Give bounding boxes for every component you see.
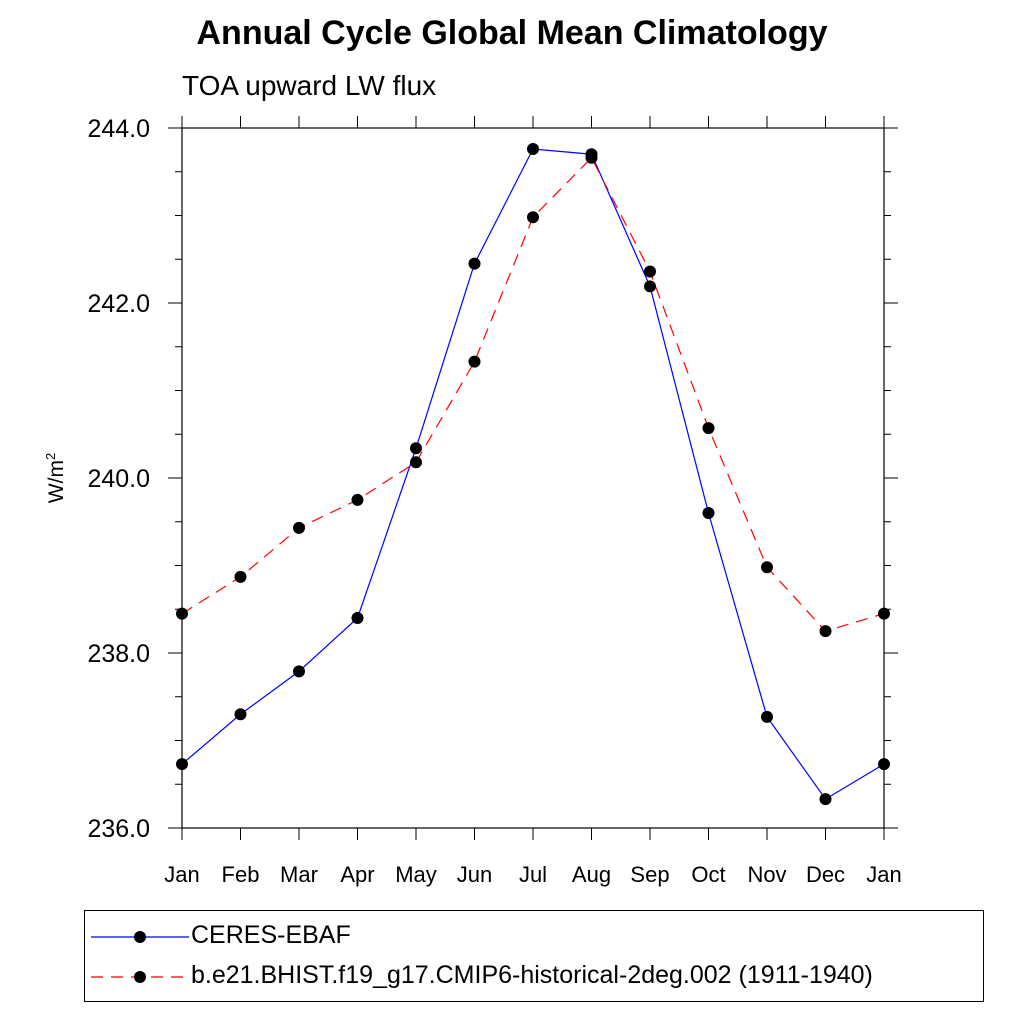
y-tick-label: 236.0	[87, 815, 150, 843]
x-tick-labels: Jan Feb Mar Apr May Jun Jul Aug Sep Oct Nov Dec Jan	[164, 862, 901, 887]
series-line-2	[181, 156, 885, 632]
data-point-series-2	[702, 422, 715, 435]
x-tick-label: Feb	[222, 862, 260, 887]
data-point-series-2	[761, 561, 773, 574]
legend-item-series-2: b.e21.BHIST.f19_g17.CMIP6-historical-2de…	[85, 957, 983, 997]
chart-title: Annual Cycle Global Mean Climatology	[196, 14, 828, 52]
y-tick-labels: 236.0 238.0 240.0 242.0 244.0	[87, 115, 150, 843]
x-tick-label: Aug	[572, 862, 611, 887]
series-lines	[181, 148, 885, 800]
x-tick-label: Jan	[164, 862, 199, 887]
data-point-series-1	[176, 758, 188, 771]
data-point-series-2	[644, 265, 656, 278]
data-point-series-2	[527, 211, 539, 224]
data-point-series-1	[527, 143, 539, 155]
axis-ticks	[168, 116, 898, 840]
x-tick-label: Jan	[866, 862, 901, 887]
data-point-series-2	[585, 151, 598, 164]
x-tick-label: Nov	[747, 862, 786, 887]
legend-swatch-series-2	[91, 971, 189, 983]
data-point-series-1	[819, 793, 832, 806]
data-point-series-1	[234, 708, 247, 721]
y-tick-label: 242.0	[87, 290, 150, 318]
data-point-series-1	[410, 442, 422, 455]
x-tick-label: Jun	[457, 862, 492, 887]
data-point-series-1	[468, 257, 481, 270]
x-tick-label: Jul	[519, 862, 547, 887]
x-tick-label: Oct	[691, 862, 725, 887]
legend: CERES-EBAF b.e21.BHIST.f19_g17.CMIP6-his…	[84, 910, 984, 1002]
data-point-series-1	[351, 612, 364, 624]
data-point-series-1	[878, 758, 890, 771]
data-point-series-1	[644, 280, 656, 293]
data-point-series-2	[819, 625, 832, 638]
x-tick-label: Dec	[806, 862, 845, 887]
data-point-series-1	[761, 710, 773, 723]
plot-frame	[181, 127, 885, 829]
data-point-series-2	[878, 607, 890, 620]
legend-swatch-series-1	[91, 931, 189, 943]
x-tick-label: Mar	[280, 862, 318, 887]
series-line-1	[181, 148, 885, 800]
data-point-series-2	[410, 456, 422, 469]
legend-label-series-2: b.e21.BHIST.f19_g17.CMIP6-historical-2de…	[191, 961, 873, 989]
legend-label-series-1: CERES-EBAF	[191, 921, 351, 949]
x-tick-label: Apr	[340, 862, 374, 887]
legend-item-series-1: CERES-EBAF	[85, 917, 983, 957]
data-point-series-1	[702, 507, 715, 519]
series-markers	[176, 143, 890, 806]
data-point-series-2	[234, 570, 247, 583]
y-tick-label: 244.0	[87, 115, 150, 143]
y-tick-label: 240.0	[87, 465, 150, 493]
x-tick-label: Sep	[630, 862, 669, 887]
y-tick-label: 238.0	[87, 640, 150, 668]
chart-subtitle: TOA upward LW flux	[182, 70, 437, 101]
x-tick-label: May	[395, 862, 437, 887]
data-point-series-2	[468, 355, 481, 368]
data-point-series-2	[293, 521, 305, 534]
data-point-series-2	[351, 493, 364, 506]
data-point-series-2	[176, 607, 188, 620]
data-point-series-1	[293, 665, 305, 678]
